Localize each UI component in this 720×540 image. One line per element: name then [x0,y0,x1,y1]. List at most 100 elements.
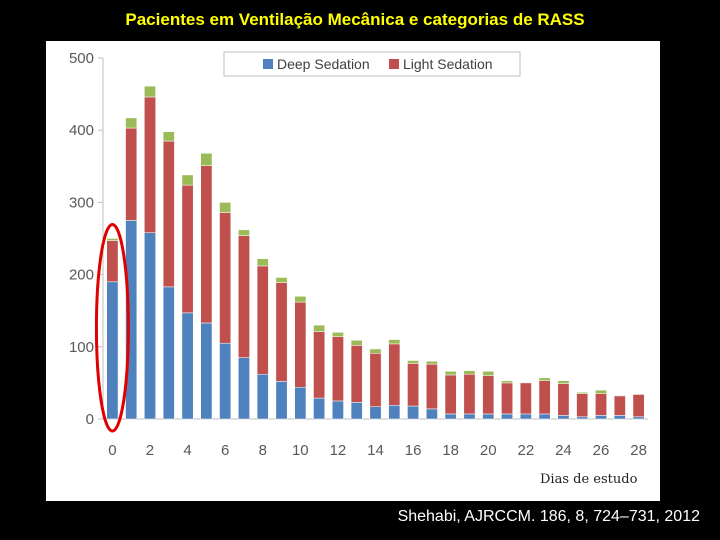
bar-light-sedation [219,212,232,344]
y-tick-label: 300 [69,194,94,211]
bar-light-sedation [538,380,551,415]
bar-other [557,380,570,384]
x-tick-label: 6 [221,442,229,459]
bar-deep-sedation [425,408,438,420]
bar-other [181,174,194,186]
bar-deep-sedation [219,342,232,420]
bar-light-sedation [332,336,344,402]
y-tick-label: 500 [69,50,94,67]
bar-deep-sedation [106,281,119,420]
bar-deep-sedation [613,415,626,420]
bar-deep-sedation [557,415,570,420]
bar-light-sedation [162,140,175,288]
x-tick-label: 26 [593,442,610,459]
x-tick-label: 10 [292,442,309,459]
x-tick-label: 4 [183,442,191,459]
citation: Shehabi, AJRCCM. 186, 8, 724–731, 2012 [397,508,700,525]
bar-light-sedation [144,96,156,233]
bar-deep-sedation [162,286,175,420]
bar-other [200,153,213,166]
highlight-ellipse [94,223,130,433]
x-tick-label: 22 [518,442,535,459]
y-tick-group: 0 100 200 300 400 500 [69,50,103,428]
bar-deep-sedation [538,413,551,420]
bar-other [388,339,401,345]
bar-light-sedation [200,165,213,324]
bar-other [482,371,495,376]
slide-title: Pacientes em Ventilação Mecânica e categ… [125,10,585,29]
x-tick-label: 18 [442,442,459,459]
bar-other [463,370,476,375]
bar-other [369,348,382,354]
bar-other [595,389,607,394]
bar-light-sedation [463,373,476,415]
bar-deep-sedation [595,415,607,420]
x-tick-label: 28 [630,442,647,459]
bar-other [425,360,438,365]
bar-light-sedation [482,375,495,415]
bar-other [632,393,645,395]
bar-deep-sedation [444,413,457,420]
bar-deep-sedation [407,405,419,420]
bar-light-sedation [125,127,138,221]
x-tick-label: 0 [108,442,116,459]
bar-light-sedation [613,395,626,416]
bar-other [501,380,513,384]
x-tick-group: 0 2 4 6 8 10 12 14 16 18 20 22 24 26 28 [108,442,647,459]
bar-group [106,85,645,420]
x-tick-label: 8 [259,442,267,459]
legend-swatch-deep [263,59,273,69]
bar-other [294,296,307,303]
legend-label-deep: Deep Sedation [277,56,370,72]
bar-deep-sedation [144,232,156,420]
x-tick-label: 14 [367,442,384,459]
bar-light-sedation [519,382,532,415]
bar-deep-sedation [332,400,344,420]
bar-deep-sedation [238,357,250,420]
legend-label-light: Light Sedation [403,56,493,72]
bar-light-sedation [275,282,288,382]
bar-light-sedation [294,301,307,388]
bar-light-sedation [106,240,119,283]
bar-deep-sedation [463,413,476,420]
bar-deep-sedation [275,381,288,420]
bar-other [106,238,119,241]
bar-other [313,324,326,332]
bar-other [613,394,626,397]
bar-other [332,332,344,337]
bar-deep-sedation [576,416,589,420]
bar-other [444,371,457,376]
chart-panel: 0 100 200 300 400 500 0 2 4 6 8 10 12 14 16 18 20 22 24 26… [46,41,660,501]
bar-light-sedation [501,382,513,415]
x-tick-label: 24 [555,442,572,459]
bar-light-sedation [557,383,570,416]
x-tick-label: 2 [146,442,154,459]
y-tick-label: 400 [69,122,94,139]
bar-other [125,117,138,129]
bar-light-sedation [444,374,457,415]
bar-deep-sedation [482,413,495,420]
bar-light-sedation [388,343,401,406]
bar-other [238,229,250,236]
y-tick-label: 100 [69,339,94,356]
bar-light-sedation [350,345,363,403]
annotation-group [94,223,130,433]
legend-swatch-light [389,59,399,69]
x-axis-label: Dias de estudo [540,472,638,487]
bar-deep-sedation [200,322,213,420]
bar-light-sedation [313,331,326,399]
bar-light-sedation [407,363,419,407]
x-tick-label: 12 [330,442,347,459]
bar-deep-sedation [501,413,513,420]
bar-other [219,202,232,213]
bar-light-sedation [369,353,382,407]
y-tick-label: 200 [69,267,94,284]
bar-other [275,277,288,283]
bar-deep-sedation [181,312,194,420]
y-tick-label: 0 [86,411,94,428]
bar-light-sedation [576,393,589,418]
bar-deep-sedation [519,413,532,420]
bar-deep-sedation [350,402,363,420]
bar-other [407,360,419,364]
